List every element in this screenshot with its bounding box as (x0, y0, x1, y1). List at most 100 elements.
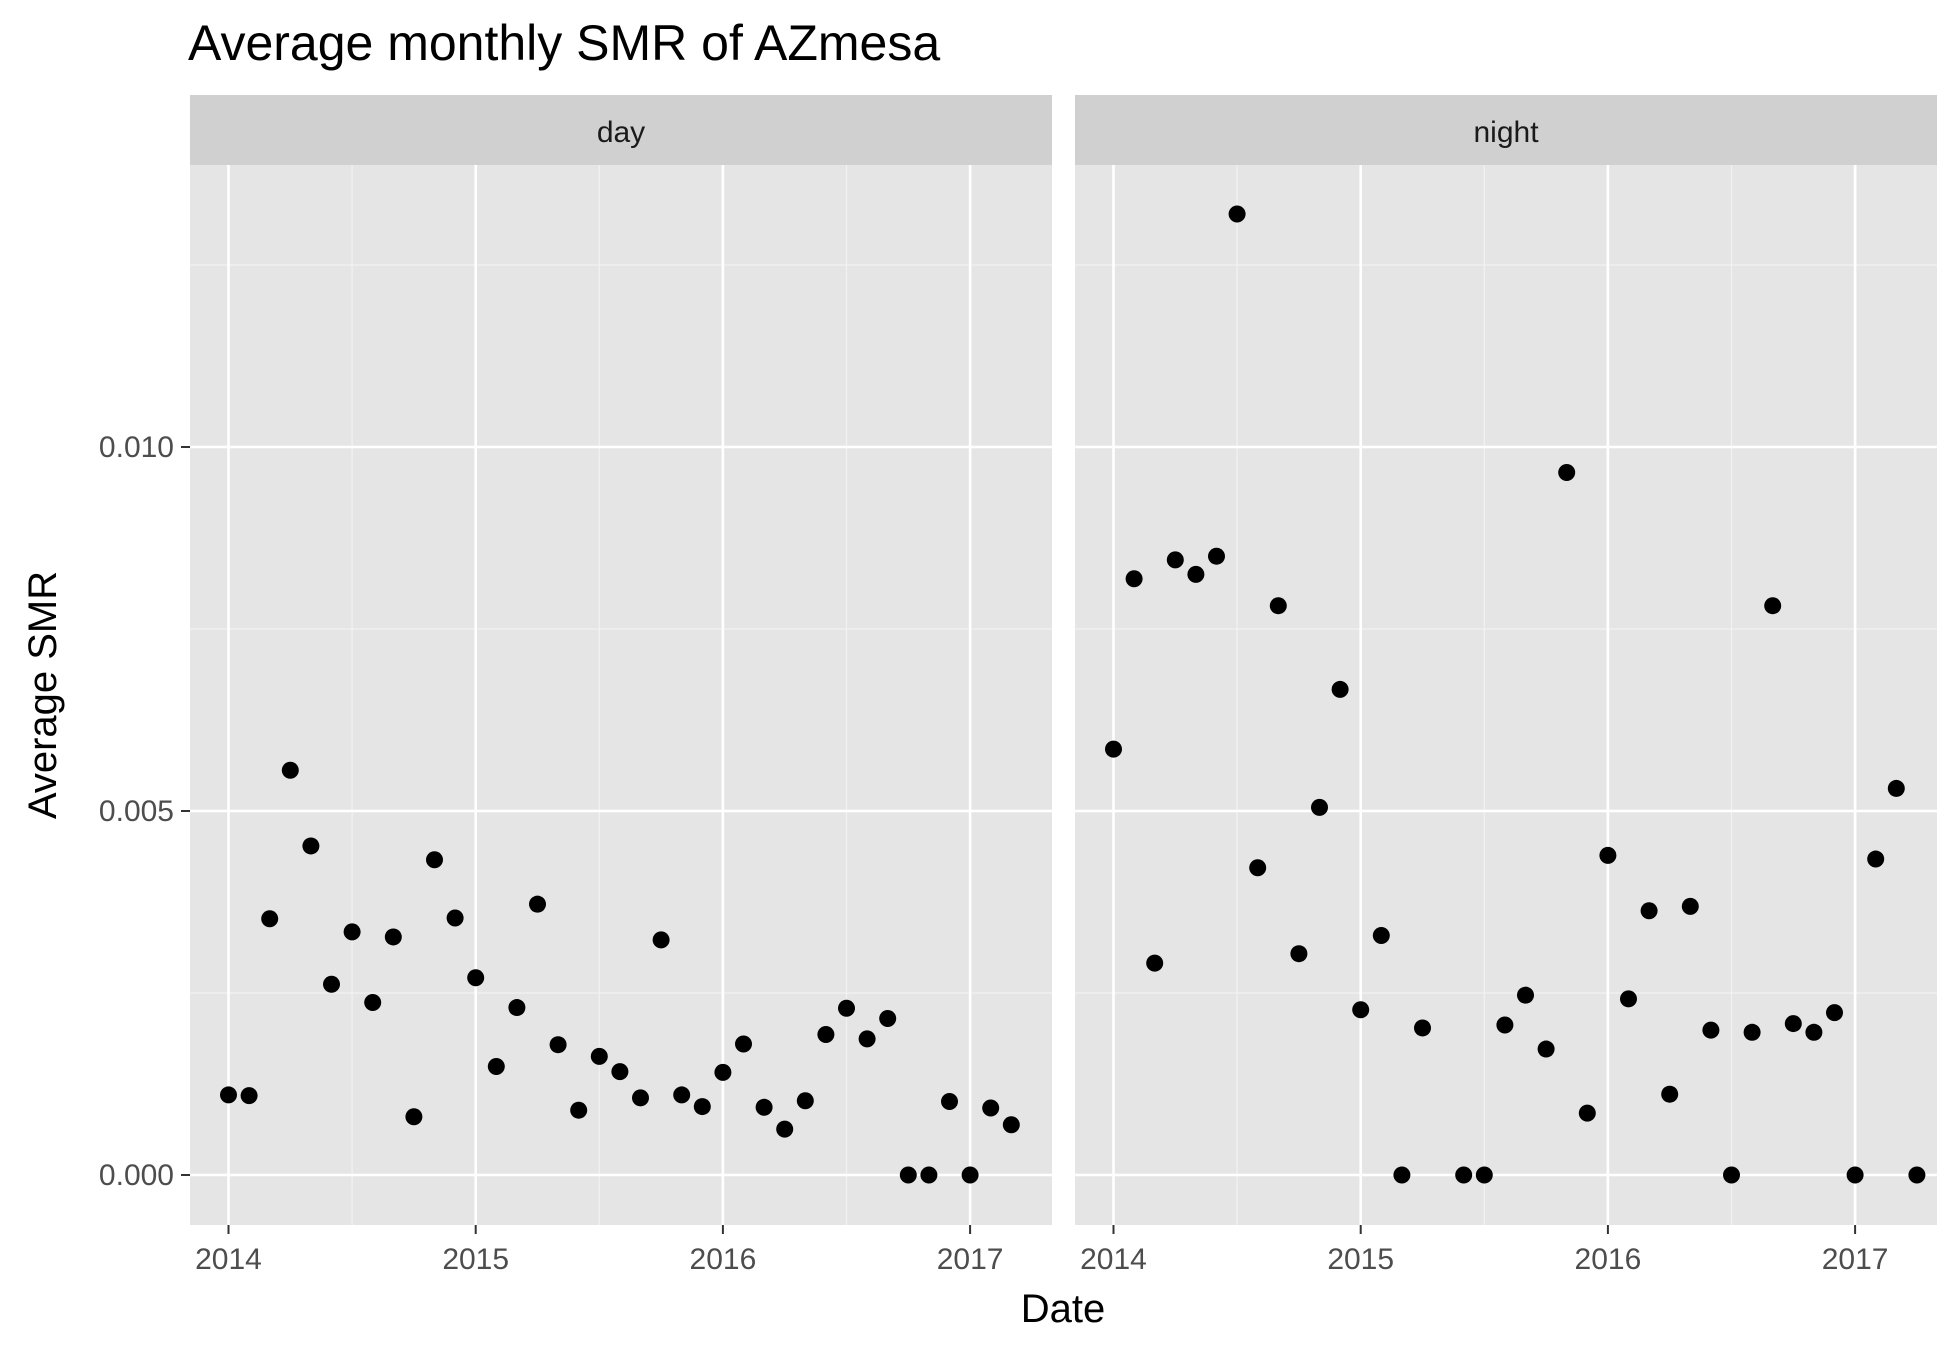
data-point (1249, 859, 1267, 877)
facet-panel-night: night (1075, 95, 1937, 1225)
data-point (1764, 597, 1782, 615)
data-point (1311, 798, 1328, 816)
data-point (1125, 570, 1143, 588)
y-tick-label: 0.000 (99, 1159, 174, 1192)
data-point (632, 1089, 649, 1107)
y-axis: 0.000 0.005 0.010 (99, 431, 190, 1192)
data-point (1475, 1166, 1493, 1184)
strip-background-day (190, 95, 1052, 165)
data-point (817, 1025, 835, 1043)
data-point (1517, 986, 1534, 1004)
data-point (1414, 1019, 1431, 1037)
data-point (261, 910, 279, 928)
data-point (796, 1092, 814, 1110)
strip-label-day: day (597, 116, 645, 149)
data-point (652, 931, 670, 949)
grid-night (1075, 165, 1937, 1225)
data-point (426, 851, 443, 869)
data-point (1681, 897, 1699, 915)
strip-label-night: night (1473, 116, 1539, 149)
x-tick-label: 2016 (690, 1243, 757, 1276)
data-point (1208, 547, 1225, 565)
x-tick-label: 2014 (195, 1243, 262, 1276)
data-point (1331, 680, 1349, 698)
data-point (735, 1035, 752, 1053)
x-axis: 2014 2015 2016 2017 2014 2015 2016 2017 (195, 1225, 1888, 1276)
data-point (1661, 1085, 1679, 1103)
points-day (220, 761, 1020, 1184)
data-point (982, 1099, 1000, 1117)
data-point (1455, 1166, 1473, 1184)
data-point (508, 999, 526, 1017)
data-point (961, 1166, 979, 1184)
data-point (1743, 1023, 1761, 1041)
data-point (1290, 945, 1308, 963)
data-point (1826, 1004, 1843, 1022)
data-point (693, 1098, 711, 1116)
data-point (1187, 565, 1205, 583)
data-point (1578, 1104, 1596, 1122)
panel-background-day (190, 165, 1052, 1225)
data-point (549, 1036, 567, 1054)
data-point (941, 1092, 958, 1110)
data-point (1887, 779, 1905, 797)
y-axis-title: Average SMR (21, 571, 65, 819)
data-point (1105, 740, 1122, 758)
data-point (1784, 1015, 1802, 1033)
data-point (1805, 1023, 1823, 1041)
data-point (1620, 990, 1637, 1008)
x-tick-label: 2017 (1822, 1243, 1889, 1276)
data-point (1558, 463, 1576, 481)
data-point (1393, 1166, 1411, 1184)
data-point (240, 1087, 258, 1105)
data-point (879, 1009, 897, 1027)
data-point (1640, 902, 1658, 920)
points-night (1105, 205, 1926, 1184)
data-point (858, 1030, 876, 1048)
data-point (1599, 846, 1617, 864)
data-point (446, 909, 464, 927)
data-point (1228, 205, 1246, 223)
data-point (611, 1063, 629, 1081)
x-axis-title: Date (1021, 1287, 1106, 1331)
data-point (1166, 551, 1184, 569)
data-point (1496, 1016, 1514, 1034)
data-point (1723, 1166, 1740, 1184)
chart-title: Average monthly SMR of AZmesa (188, 15, 940, 71)
data-point (570, 1101, 588, 1119)
data-point (1537, 1040, 1555, 1058)
data-point (755, 1098, 773, 1116)
data-point (1867, 850, 1885, 868)
data-point (487, 1058, 505, 1076)
data-point (1269, 597, 1287, 615)
data-point (1352, 1001, 1370, 1019)
data-point (714, 1063, 732, 1081)
data-point (384, 928, 402, 946)
facet-panel-day: day (190, 95, 1052, 1225)
x-tick-label: 2014 (1080, 1243, 1147, 1276)
data-point (1372, 926, 1390, 944)
x-tick-label: 2015 (442, 1243, 509, 1276)
x-tick-label: 2016 (1575, 1243, 1642, 1276)
data-point (323, 975, 340, 993)
panel-background-night (1075, 165, 1937, 1225)
x-tick-label: 2017 (937, 1243, 1004, 1276)
data-point (220, 1086, 237, 1104)
data-point (405, 1108, 423, 1126)
data-point (1146, 954, 1164, 972)
x-tick-label: 2015 (1327, 1243, 1394, 1276)
data-point (1846, 1166, 1864, 1184)
data-point (838, 999, 855, 1017)
data-point (1702, 1021, 1720, 1039)
data-point (776, 1120, 794, 1138)
data-point (343, 923, 361, 941)
data-point (1908, 1166, 1926, 1184)
data-point (364, 993, 382, 1011)
data-point (1002, 1116, 1020, 1134)
y-tick-label: 0.010 (99, 431, 174, 464)
data-point (590, 1047, 608, 1065)
data-point (529, 895, 546, 913)
data-point (673, 1086, 691, 1104)
data-point (920, 1166, 938, 1184)
